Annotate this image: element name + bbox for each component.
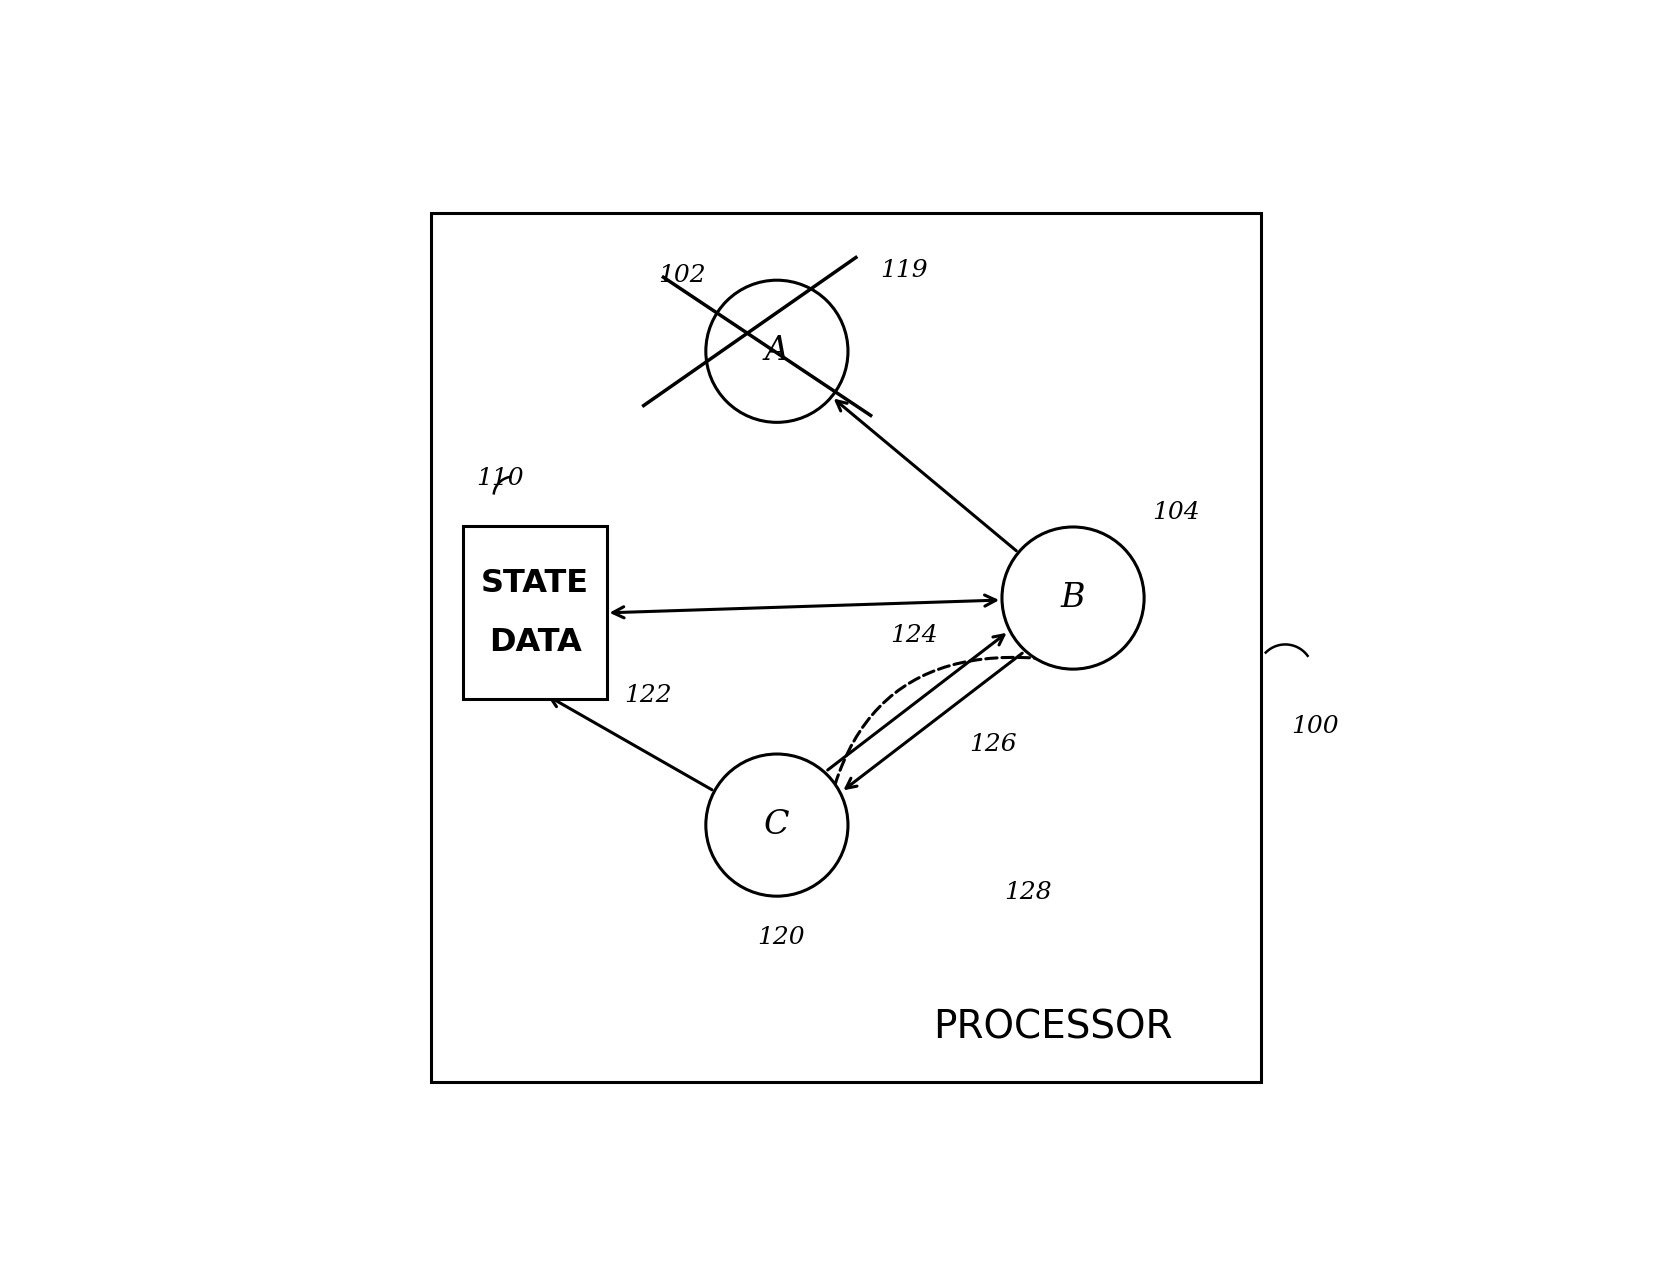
Circle shape [706, 281, 848, 422]
Text: 128: 128 [1004, 881, 1052, 904]
Circle shape [1002, 527, 1144, 669]
Text: STATE: STATE [481, 568, 590, 599]
Text: B: B [1060, 582, 1086, 614]
Bar [431, 213, 1261, 1082]
Text: DATA: DATA [489, 627, 581, 658]
Text: 120: 120 [757, 926, 805, 949]
Text: 104: 104 [1152, 501, 1199, 524]
Text: 102: 102 [658, 264, 706, 287]
Text: 126: 126 [969, 733, 1017, 756]
Text: 110: 110 [476, 467, 523, 490]
Text: 100: 100 [1291, 715, 1339, 738]
Circle shape [706, 754, 848, 896]
Text: PROCESSOR: PROCESSOR [934, 1009, 1172, 1046]
Bar [464, 527, 606, 699]
Text: 122: 122 [625, 683, 671, 706]
Text: 119: 119 [880, 259, 929, 282]
Text: 124: 124 [890, 624, 939, 647]
Text: A: A [765, 336, 788, 367]
Text: C: C [765, 809, 790, 841]
